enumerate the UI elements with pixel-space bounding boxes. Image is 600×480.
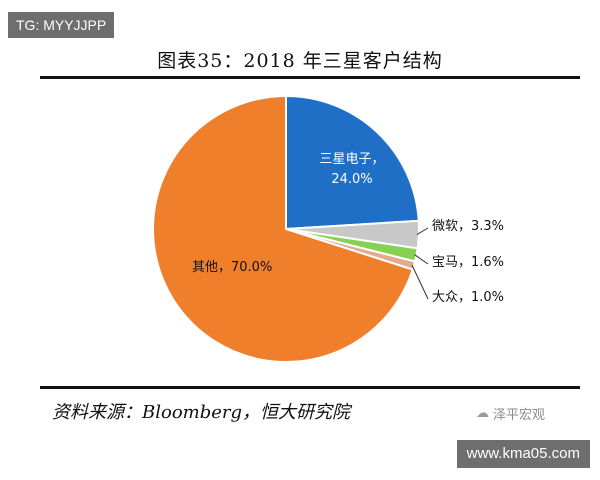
- pie-slice-5: [152, 94, 414, 363]
- slice-label-1: 24.0%: [331, 172, 372, 187]
- wechat-icon: ☁: [476, 406, 489, 421]
- pie-slice-1: [285, 94, 420, 231]
- slice-label-4: 大众，1.0%: [432, 290, 504, 305]
- chart-title: 图表35：2018 年三星客户结构: [157, 50, 443, 72]
- top-rule: [40, 76, 580, 79]
- bottom-rule: [40, 386, 580, 389]
- leader-line-4: [411, 264, 429, 300]
- leader-line-2: [416, 227, 429, 235]
- watermark-top: TG: MYYJJPP: [8, 12, 115, 38]
- watermark-bottom: www.kma05.com: [456, 440, 590, 468]
- source-note: 资料来源：Bloomberg，恒大研究院: [52, 402, 351, 423]
- brand-label: 泽平宏观: [493, 408, 546, 423]
- leader-line-3: [414, 254, 429, 265]
- slice-name-1: 三星电子，: [319, 152, 384, 167]
- slice-label-5: 其他，70.0%: [192, 260, 272, 275]
- slice-label-2: 微软，3.3%: [432, 219, 504, 234]
- slice-label-3: 宝马，1.6%: [432, 255, 504, 270]
- brand-mark: ☁ 泽平宏观: [476, 404, 545, 423]
